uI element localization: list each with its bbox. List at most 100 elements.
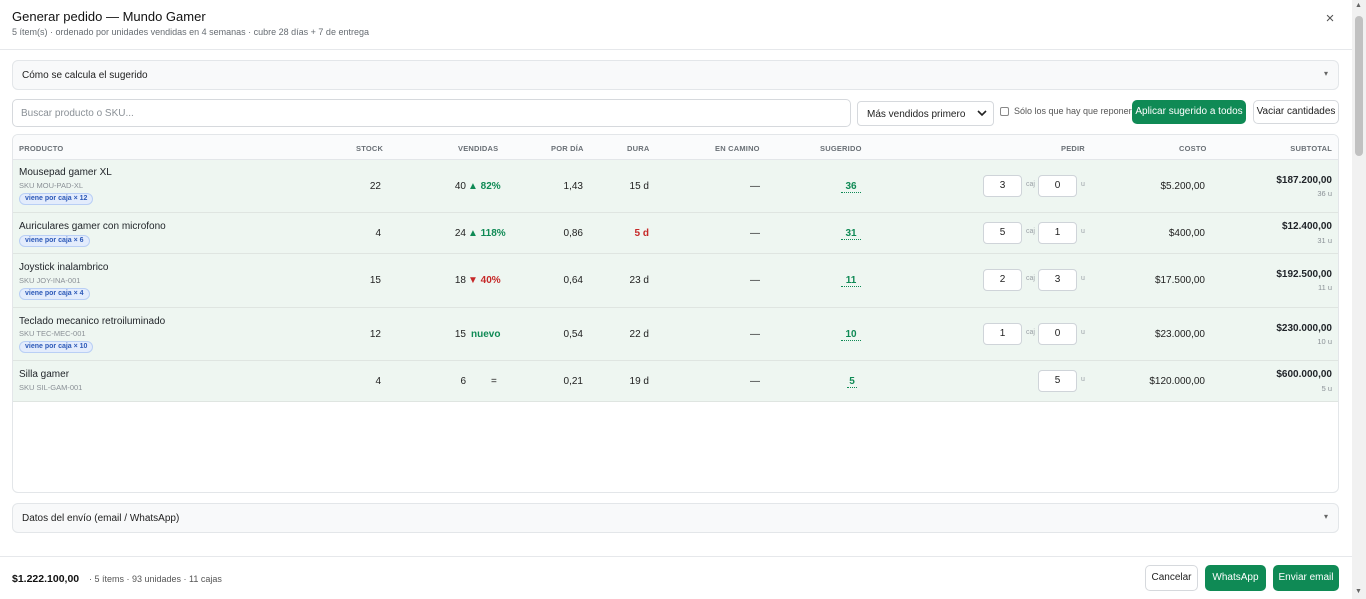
product-sku: SKU MOU-PAD-XL — [19, 181, 84, 190]
order-table: PRODUCTO STOCK VENDIDAS POR DÍA DURA EN … — [12, 134, 1339, 493]
lasts-value: 19 d — [629, 376, 649, 387]
table-row: Mousepad gamer XL SKU MOU-PAD-XL viene p… — [13, 160, 1338, 213]
lasts-value: 5 d — [634, 228, 649, 239]
per-day-value: 1,43 — [563, 181, 583, 192]
scroll-down-icon[interactable]: ▼ — [1355, 588, 1362, 595]
subtotal-value: $230.000,00 — [1276, 323, 1332, 334]
trend-badge: ▲ 82% — [468, 181, 501, 192]
lasts-value: 22 d — [629, 329, 649, 340]
in-transit-value: — — [750, 181, 760, 192]
col-vendidas: VENDIDAS — [458, 144, 499, 153]
subtotal-units: 11 u — [1317, 283, 1332, 292]
only-restock-label: Sólo los que hay que reponer — [1014, 106, 1132, 116]
units-unit: u — [1081, 275, 1085, 282]
clear-quantities-button[interactable]: Vaciar cantidades — [1253, 100, 1339, 124]
subtotal-value: $187.200,00 — [1276, 175, 1332, 186]
in-transit-value: — — [750, 275, 760, 286]
units-input[interactable]: 3 — [1038, 269, 1077, 291]
product-name: Mousepad gamer XL — [19, 167, 112, 178]
shipping-details-panel[interactable]: Datos del envío (email / WhatsApp) ▾ — [12, 503, 1339, 533]
sold-value: 6 — [460, 376, 466, 387]
cancel-button[interactable]: Cancelar — [1145, 565, 1198, 591]
boxes-input[interactable]: 2 — [983, 269, 1022, 291]
subtotal-units: 10 u — [1317, 337, 1332, 346]
close-icon[interactable]: × — [1325, 10, 1335, 27]
suggested-link[interactable]: 31 — [841, 228, 861, 240]
cost-value: $5.200,00 — [1160, 181, 1206, 192]
sold-value: 15 — [454, 329, 466, 340]
stock-value: 15 — [369, 275, 381, 286]
col-sugerido: SUGERIDO — [820, 144, 862, 153]
boxes-unit: caj — [1026, 329, 1035, 336]
cost-value: $17.500,00 — [1154, 275, 1205, 286]
subtotal-units: 5 u — [1321, 384, 1332, 393]
calc-explanation-panel[interactable]: Cómo se calcula el sugerido ▾ — [12, 60, 1339, 90]
in-transit-value: — — [750, 329, 760, 340]
table-row: Silla gamer SKU SIL-GAM-001 4 6 = 0,21 1… — [13, 361, 1338, 402]
subtotal-value: $600.000,00 — [1276, 369, 1332, 380]
in-transit-value: — — [750, 376, 760, 387]
box-size-badge: viene por caja × 12 — [19, 193, 94, 205]
box-size-badge: viene por caja × 4 — [19, 288, 90, 300]
subtotal-value: $12.400,00 — [1281, 221, 1332, 232]
modal-footer: $1.222.100,00 · 5 ítems · 93 unidades · … — [0, 556, 1352, 599]
sold-value: 24 — [454, 228, 466, 239]
sold-value: 18 — [454, 275, 466, 286]
boxes-input[interactable]: 5 — [983, 222, 1022, 244]
trend-badge: = — [491, 376, 497, 387]
units-unit: u — [1081, 181, 1085, 188]
apply-suggested-button[interactable]: Aplicar sugerido a todos — [1132, 100, 1246, 124]
col-en-camino: EN CAMINO — [715, 144, 760, 153]
units-input[interactable]: 5 — [1038, 370, 1077, 392]
table-row: Auriculares gamer con microfono viene po… — [13, 213, 1338, 254]
col-pedir: PEDIR — [1061, 144, 1085, 153]
chevron-down-icon: ▾ — [1323, 512, 1328, 521]
cost-value: $400,00 — [1168, 228, 1205, 239]
modal-title: Generar pedido — Mundo Gamer — [12, 9, 206, 24]
units-input[interactable]: 0 — [1038, 323, 1077, 345]
table-header: PRODUCTO STOCK VENDIDAS POR DÍA DURA EN … — [13, 135, 1338, 160]
scroll-up-icon[interactable]: ▲ — [1355, 2, 1362, 9]
sort-select[interactable]: Más vendidos primero — [857, 101, 994, 126]
modal-header: Generar pedido — Mundo Gamer 5 ítem(s) ·… — [0, 0, 1352, 50]
suggested-link[interactable]: 5 — [847, 376, 857, 388]
boxes-unit: caj — [1026, 228, 1035, 235]
stock-value: 4 — [375, 228, 381, 239]
col-por-dia: POR DÍA — [551, 144, 584, 153]
product-name: Auriculares gamer con microfono — [19, 221, 166, 232]
send-email-button[interactable]: Enviar email — [1273, 565, 1339, 591]
units-input[interactable]: 1 — [1038, 222, 1077, 244]
order-total: $1.222.100,00 — [12, 573, 80, 585]
per-day-value: 0,21 — [563, 376, 583, 387]
col-costo: COSTO — [1179, 144, 1207, 153]
scrollbar-thumb[interactable] — [1355, 16, 1363, 156]
whatsapp-button[interactable]: WhatsApp — [1205, 565, 1266, 591]
boxes-unit: caj — [1026, 275, 1035, 282]
table-row: Teclado mecanico retroiluminado SKU TEC-… — [13, 308, 1338, 361]
scrollbar[interactable]: ▲ ▼ — [1352, 0, 1366, 599]
calc-explanation-label: Cómo se calcula el sugerido — [22, 70, 148, 81]
boxes-input[interactable]: 1 — [983, 323, 1022, 345]
lasts-value: 23 d — [629, 275, 649, 286]
col-subtotal: SUBTOTAL — [1290, 144, 1332, 153]
box-size-badge: viene por caja × 6 — [19, 235, 90, 247]
cost-value: $120.000,00 — [1149, 376, 1205, 387]
search-input[interactable] — [12, 99, 851, 127]
product-name: Joystick inalambrico — [19, 262, 109, 273]
sort-select-value: Más vendidos primero — [867, 109, 966, 120]
only-restock-checkbox[interactable] — [1000, 107, 1009, 116]
suggested-link[interactable]: 10 — [841, 329, 861, 341]
col-stock: STOCK — [356, 144, 384, 153]
units-input[interactable]: 0 — [1038, 175, 1077, 197]
stock-value: 22 — [369, 181, 381, 192]
suggested-link[interactable]: 11 — [841, 275, 861, 287]
product-sku: SKU TEC-MEC-001 — [19, 329, 86, 338]
boxes-input[interactable]: 3 — [983, 175, 1022, 197]
per-day-value: 0,86 — [563, 228, 583, 239]
trend-badge: ▲ 118% — [468, 228, 506, 239]
suggested-link[interactable]: 36 — [841, 181, 861, 193]
per-day-value: 0,54 — [563, 329, 583, 340]
stock-value: 4 — [375, 376, 381, 387]
chevron-down-icon: ▾ — [1323, 69, 1328, 78]
stock-value: 12 — [369, 329, 381, 340]
